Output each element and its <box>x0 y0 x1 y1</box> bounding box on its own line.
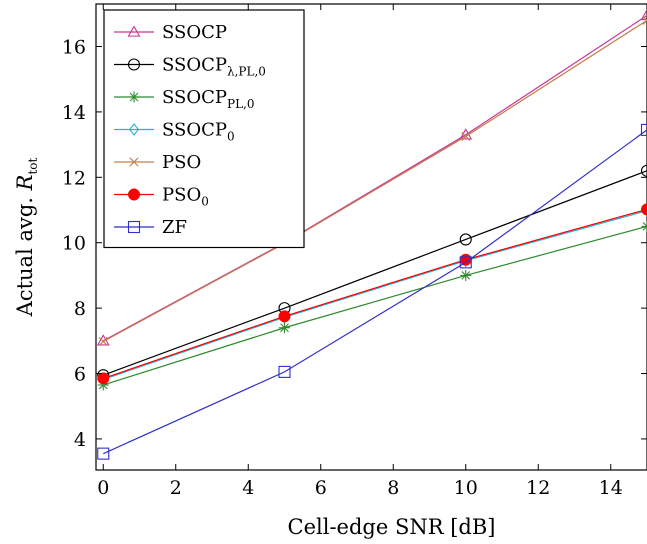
legend-entry: PSO0 <box>114 185 209 209</box>
data-point <box>127 188 141 201</box>
legend-entry: SSOCPλ,PL,0 <box>114 55 266 79</box>
y-axis-label-main: Actual avg. <box>13 190 37 317</box>
legend-label-subscript: PL,0 <box>227 97 255 111</box>
data-point <box>98 336 108 347</box>
y-tick-label: 4 <box>74 429 86 451</box>
y-tick-label: 16 <box>62 37 86 59</box>
data-point <box>459 256 472 269</box>
y-axis-label-symbol: R <box>13 174 37 191</box>
data-point <box>642 15 647 25</box>
data-point <box>127 220 141 234</box>
y-tick-label: 12 <box>62 167 86 189</box>
legend-label: SSOCP <box>162 22 227 43</box>
y-tick-label: 6 <box>74 364 86 386</box>
data-point <box>97 372 110 385</box>
series-6 <box>97 123 647 460</box>
data-point <box>640 164 647 177</box>
legend-entry: SSOCP0 <box>114 120 235 144</box>
legend-label: SSOCP0 <box>162 120 235 144</box>
series-layer <box>96 8 647 460</box>
y-axis-label-subscript: tot <box>26 157 40 174</box>
y-tick-label: 8 <box>74 298 86 320</box>
series-line <box>103 170 647 376</box>
data-point <box>640 8 647 21</box>
legend-entry: ZF <box>114 217 187 238</box>
legend-label: ZF <box>162 217 187 238</box>
x-tick-label: 2 <box>170 477 182 499</box>
series-line <box>103 129 647 455</box>
x-axis: 0 2 4 6 8 10 12 14 <box>97 4 623 499</box>
y-axis-label: Actual avg. Rtot <box>13 157 40 317</box>
y-tick-label: 10 <box>62 233 86 255</box>
legend-label-main: SSOCP <box>162 55 227 76</box>
series-line <box>103 225 647 386</box>
data-point <box>128 91 140 103</box>
data-point <box>278 365 291 378</box>
legend-label-subscript: 0 <box>201 195 209 209</box>
legend-entry: SSOCPPL,0 <box>114 87 255 111</box>
series-line <box>103 210 647 380</box>
y-tick-label: 14 <box>62 102 86 124</box>
legend-label: SSOCPPL,0 <box>162 87 255 111</box>
legend-label-subscript: λ,PL,0 <box>227 65 266 79</box>
legend-label: SSOCPλ,PL,0 <box>162 55 266 79</box>
x-tick-label: 14 <box>599 477 623 499</box>
legend-label-main: SSOCP <box>162 22 227 43</box>
data-point <box>460 269 472 281</box>
plot-frame <box>95 3 647 471</box>
legend-label-main: ZF <box>162 217 187 238</box>
legend-label: PSO <box>162 152 201 173</box>
data-point <box>96 334 110 346</box>
x-axis-label: Cell-edge SNR [dB] <box>288 515 496 539</box>
data-point <box>97 447 110 460</box>
x-tick-label: 4 <box>242 477 254 499</box>
x-tick-label: 8 <box>387 477 399 499</box>
data-point <box>129 157 139 167</box>
legend-label-main: PSO <box>162 152 201 173</box>
legend-label: PSO0 <box>162 185 209 209</box>
data-point <box>461 131 471 141</box>
series-5 <box>97 203 647 385</box>
legend-entry: SSOCP <box>114 22 227 43</box>
plot-area <box>95 3 647 471</box>
legend-label-subscript: 0 <box>227 130 235 144</box>
legend-label-main: SSOCP <box>162 87 227 108</box>
data-point <box>641 220 647 232</box>
series-line <box>103 208 647 380</box>
x-tick-label: 10 <box>454 477 478 499</box>
data-point <box>127 58 141 71</box>
x-tick-label: 6 <box>315 477 327 499</box>
data-point <box>279 322 290 334</box>
y-axis: 4 6 8 10 12 14 16 <box>62 37 647 451</box>
data-point <box>640 123 647 136</box>
data-point <box>640 203 647 216</box>
legend-entry: PSO <box>114 152 201 173</box>
data-point <box>459 233 472 246</box>
data-point <box>127 25 141 37</box>
series-line <box>102 19 647 343</box>
x-tick-label: 12 <box>526 477 550 499</box>
data-point <box>128 123 140 136</box>
data-point <box>278 310 291 323</box>
legend-label-main: PSO <box>162 185 201 206</box>
legend-label-main: SSOCP <box>162 120 227 141</box>
x-tick-label: 0 <box>97 477 109 499</box>
